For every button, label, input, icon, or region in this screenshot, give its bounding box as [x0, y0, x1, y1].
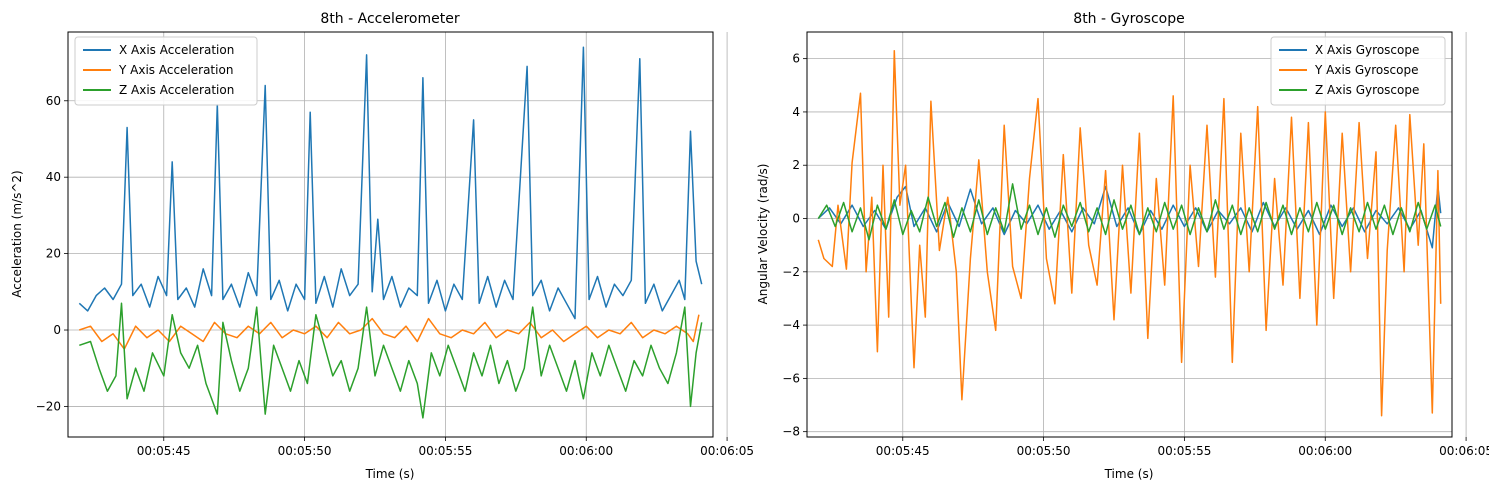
series-line-z-axis-acceleration: [79, 302, 703, 419]
y-tick-label: −20: [36, 399, 61, 413]
y-tick-label: 20: [46, 247, 61, 261]
chart-title: 8th - Accelerometer: [320, 11, 459, 27]
legend-label: Z Axis Acceleration: [119, 83, 234, 97]
axis-ticks: 00:05:45 00:05:50 00:05:55 00:06:00 00:06:05…: [36, 94, 754, 458]
x-tick-label: 00:05:50: [1017, 444, 1071, 458]
y-tick-label: 0: [792, 212, 800, 226]
x-tick-label: 00:05:45: [876, 444, 930, 458]
plot-frame: [806, 31, 1453, 438]
y-tick-label: 60: [46, 94, 61, 108]
legend-label: Y Axis Acceleration: [118, 63, 233, 77]
series-lines: [817, 49, 1442, 417]
y-tick-label: −4: [782, 318, 800, 332]
y-tick-label: 2: [792, 158, 800, 172]
x-axis-label: Time (s): [365, 467, 415, 481]
y-tick-label: 0: [53, 323, 61, 337]
y-tick-label: −6: [782, 371, 800, 385]
series-line-y-axis-acceleration: [79, 314, 700, 350]
legend-label: X Axis Gyroscope: [1315, 43, 1419, 57]
legend-label: X Axis Acceleration: [119, 43, 234, 57]
x-tick-label: 00:06:05: [1439, 444, 1489, 458]
legend-box: [1270, 36, 1446, 106]
x-tick-label: 00:05:55: [418, 444, 472, 458]
y-tick-label: 4: [792, 105, 800, 119]
series-line-z-axis-gyroscope: [817, 183, 1442, 241]
y-axis-label: Angular Velocity (rad/s): [756, 164, 770, 305]
y-tick-label: −8: [782, 425, 800, 439]
chart-title: 8th - Gyroscope: [1073, 11, 1184, 27]
legend: X Axis Acceleration Y Axis Acceleration Z …: [74, 36, 258, 106]
x-tick-label: 00:06:00: [1298, 444, 1352, 458]
legend-label: Z Axis Gyroscope: [1315, 83, 1419, 97]
y-tick-label: −2: [782, 265, 800, 279]
series-line-y-axis-gyroscope: [817, 49, 1442, 417]
series-lines: [78, 46, 703, 419]
series-line-x-axis-acceleration: [78, 46, 703, 320]
x-tick-label: 00:05:50: [278, 444, 332, 458]
x-tick-label: 00:05:45: [137, 444, 191, 458]
x-tick-label: 00:05:55: [1157, 444, 1211, 458]
y-axis-label: Acceleration (m/s^2): [10, 170, 24, 297]
x-tick-label: 00:06:05: [700, 444, 754, 458]
legend: X Axis Gyroscope Y Axis Gyroscope Z Axis G…: [1270, 36, 1446, 106]
y-tick-label: 40: [46, 170, 61, 184]
x-axis-label: Time (s): [1104, 467, 1154, 481]
plot-frame: [67, 31, 714, 438]
x-tick-label: 00:06:00: [559, 444, 613, 458]
y-tick-label: 6: [792, 52, 800, 66]
legend-label: Y Axis Gyroscope: [1314, 63, 1418, 77]
axis-ticks: 00:05:45 00:05:50 00:05:55 00:06:00 00:06:05…: [782, 52, 1489, 458]
accelerometer-chart: 8th - Accelerometer 00:05:45 00:05:50 00:0…: [10, 11, 754, 481]
legend-box: [74, 36, 258, 106]
gyroscope-chart: 8th - Gyroscope 00:05:45 00:05:50 00:05:55…: [756, 11, 1489, 481]
